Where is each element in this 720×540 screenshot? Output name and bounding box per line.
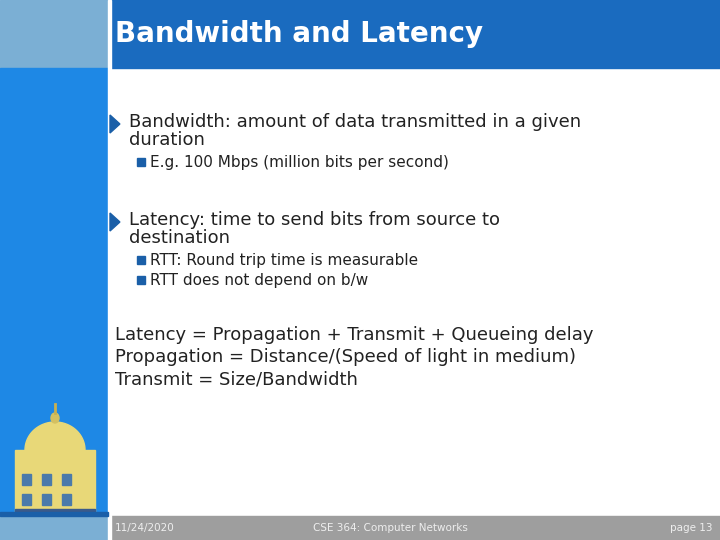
Text: 11/24/2020: 11/24/2020	[115, 523, 175, 533]
Bar	[137, 158, 145, 166]
Bar	[0, 512, 108, 516]
Bar	[111, 516, 720, 540]
Bar	[137, 276, 145, 284]
Text: E.g. 100 Mbps (million bits per second): E.g. 100 Mbps (million bits per second)	[150, 154, 449, 170]
Text: duration: duration	[129, 131, 205, 149]
Text: Propagation = Distance/(Speed of light in medium): Propagation = Distance/(Speed of light i…	[115, 348, 576, 366]
Bar	[111, 0, 720, 68]
Bar	[137, 256, 145, 264]
Bar	[62, 474, 71, 485]
Text: Bandwidth and Latency: Bandwidth and Latency	[115, 20, 483, 48]
Bar	[108, 0, 111, 540]
Polygon shape	[110, 115, 120, 133]
Bar	[111, 68, 720, 516]
Polygon shape	[25, 422, 85, 450]
Bar	[22, 494, 31, 505]
Text: Transmit = Size/Bandwidth: Transmit = Size/Bandwidth	[115, 370, 358, 388]
Bar	[15, 450, 95, 515]
Bar	[0, 68, 108, 516]
Text: RTT does not depend on b/w: RTT does not depend on b/w	[150, 273, 368, 287]
Ellipse shape	[51, 413, 59, 423]
Polygon shape	[110, 213, 120, 231]
Bar	[42, 474, 51, 485]
Text: page 13: page 13	[670, 523, 712, 533]
Bar	[15, 509, 95, 515]
Text: Bandwidth: amount of data transmitted in a given: Bandwidth: amount of data transmitted in…	[129, 113, 581, 131]
Bar	[0, 516, 108, 540]
Text: RTT: Round trip time is measurable: RTT: Round trip time is measurable	[150, 253, 418, 267]
Text: Latency = Propagation + Transmit + Queueing delay: Latency = Propagation + Transmit + Queue…	[115, 326, 593, 344]
Bar	[22, 474, 31, 485]
Text: Latency: time to send bits from source to: Latency: time to send bits from source t…	[129, 211, 500, 229]
Bar	[62, 494, 71, 505]
Text: destination: destination	[129, 229, 230, 247]
Bar	[0, 0, 108, 68]
Bar	[42, 494, 51, 505]
Text: CSE 364: Computer Networks: CSE 364: Computer Networks	[312, 523, 467, 533]
